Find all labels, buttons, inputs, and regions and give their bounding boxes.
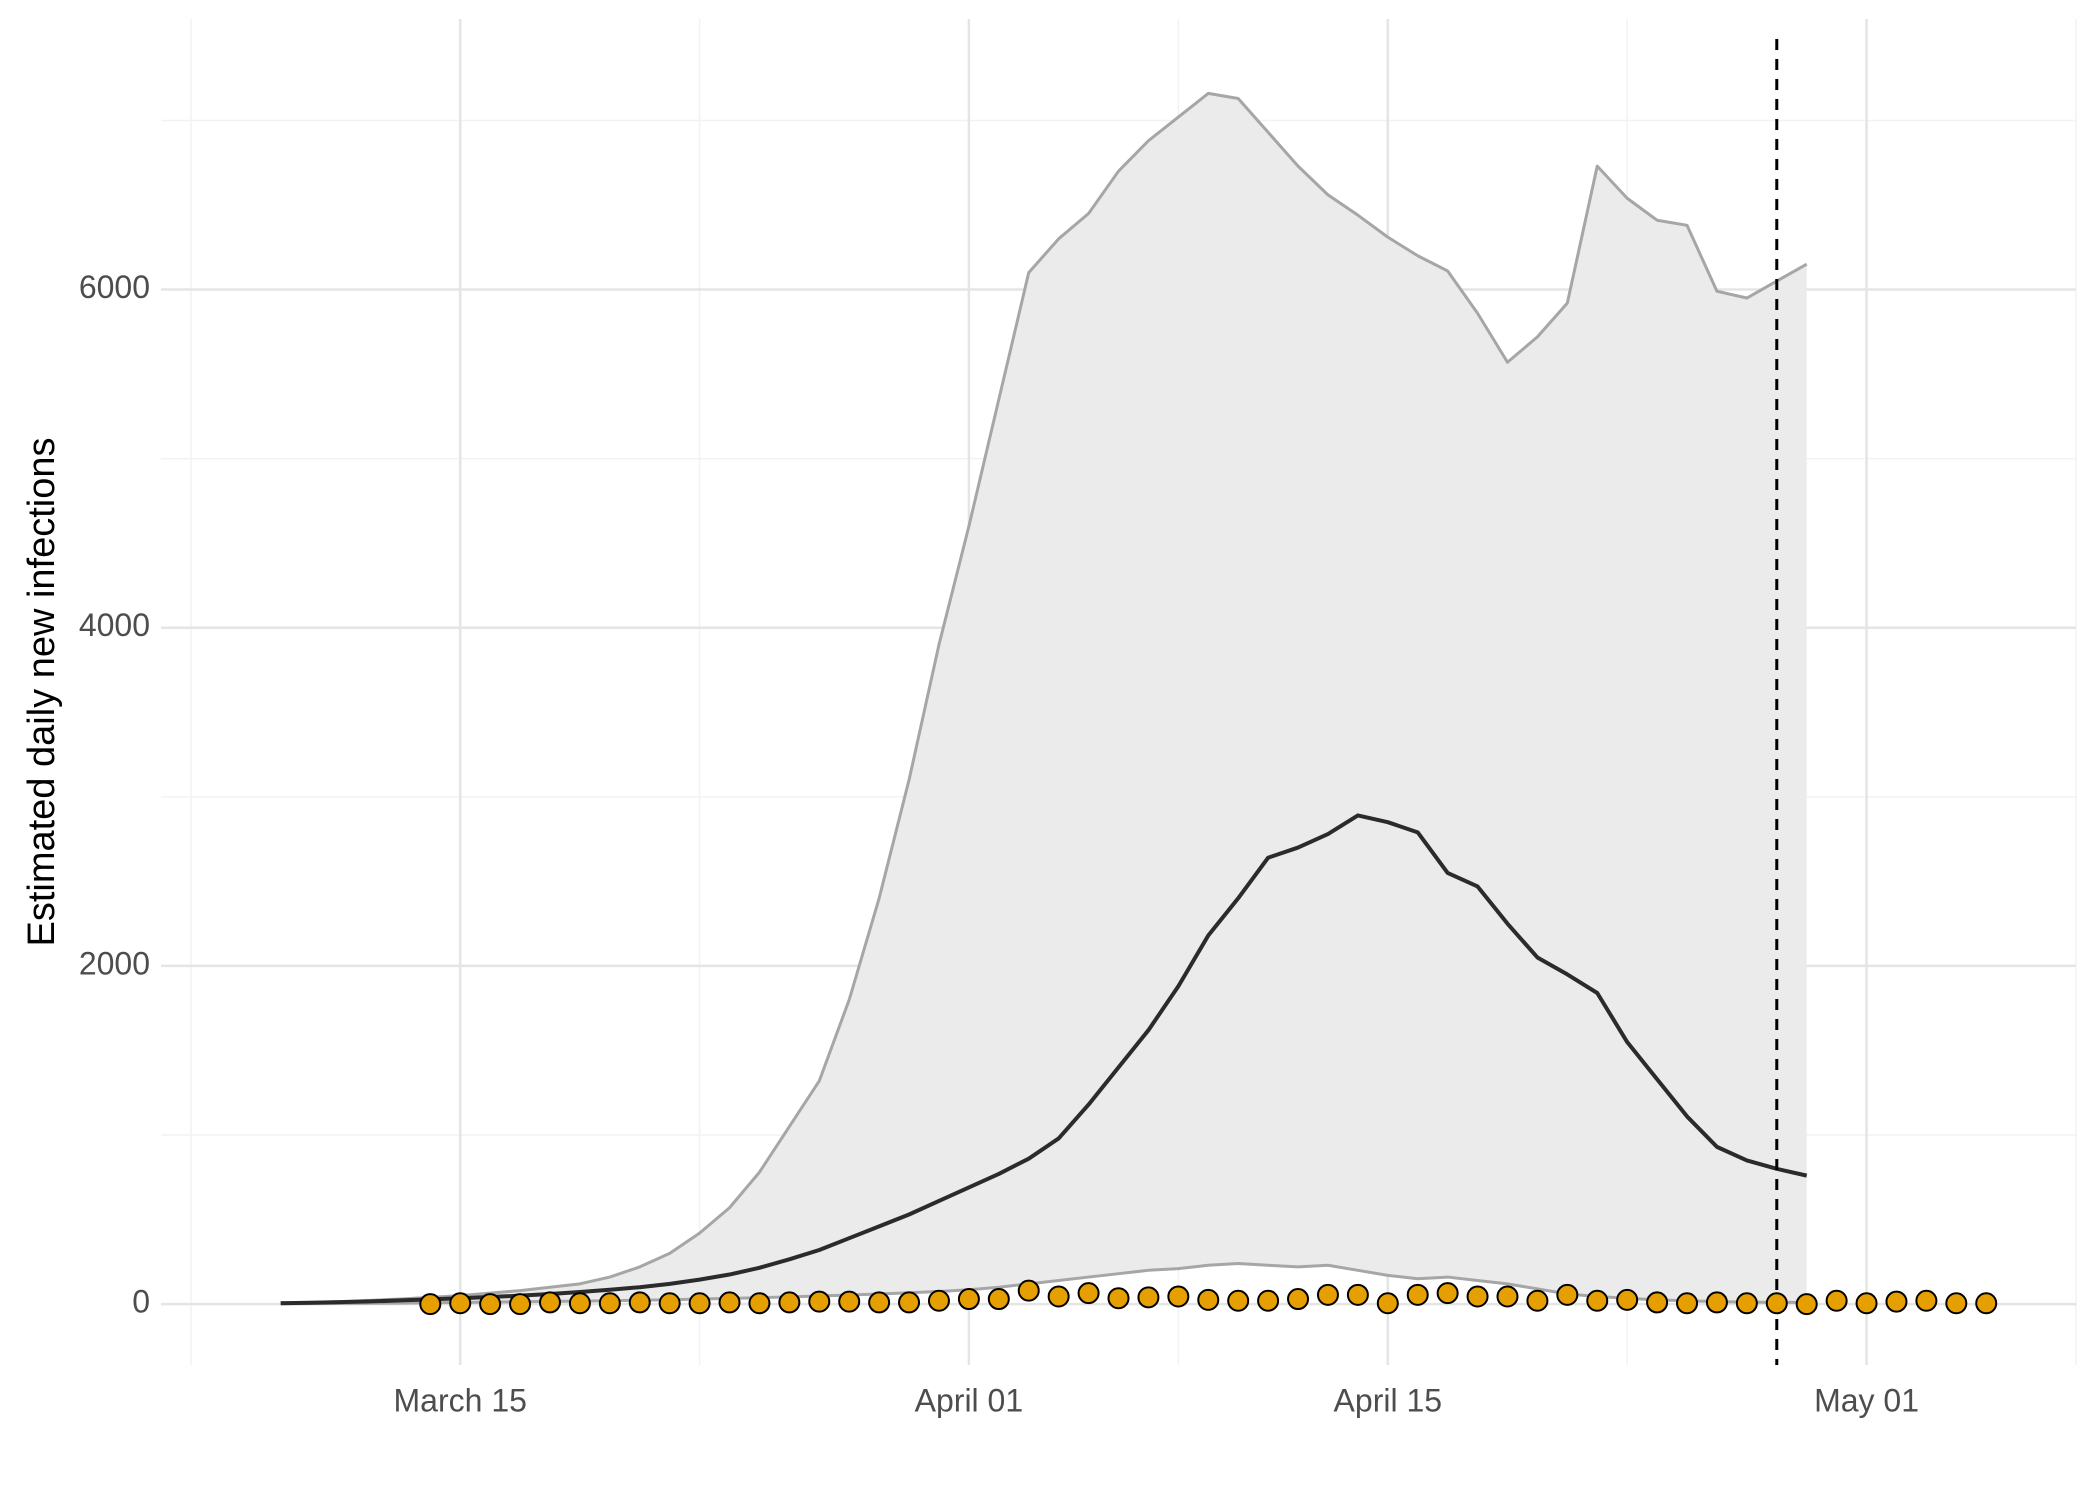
observed-point (1885, 1290, 1908, 1313)
observed-point (628, 1291, 651, 1314)
observed-point (658, 1292, 681, 1315)
observed-point (1346, 1283, 1369, 1306)
observed-point (1466, 1285, 1489, 1308)
y-tick-label: 4000 (79, 607, 150, 643)
observed-point (1017, 1279, 1040, 1302)
observed-point (1316, 1283, 1339, 1306)
observed-point (1735, 1292, 1758, 1315)
observed-point (778, 1291, 801, 1314)
observed-point (1646, 1291, 1669, 1314)
median-line (280, 813, 1808, 1306)
observed-point (1107, 1287, 1130, 1310)
observed-point (1287, 1288, 1310, 1311)
observed-point (1406, 1283, 1429, 1306)
observed-point (479, 1293, 502, 1316)
observed-point (1586, 1289, 1609, 1312)
observed-point (1975, 1292, 1998, 1315)
observed-point (1496, 1285, 1519, 1308)
observed-point (1825, 1289, 1848, 1312)
observed-point (957, 1288, 980, 1311)
observed-point (898, 1291, 921, 1314)
observed-point (1167, 1285, 1190, 1308)
observed-point (568, 1292, 591, 1315)
x-tick-label: March 15 (394, 1382, 527, 1418)
observed-point (1855, 1292, 1878, 1315)
observed-point (868, 1291, 891, 1314)
x-tick-label: April 01 (915, 1382, 1024, 1418)
observed-point (927, 1289, 950, 1312)
observed-point (1616, 1288, 1639, 1311)
bound-line (280, 91, 1808, 1305)
observed-point (1765, 1292, 1788, 1315)
observed-point (1047, 1285, 1070, 1308)
y-tick-label: 0 (132, 1284, 150, 1320)
observed-point (987, 1288, 1010, 1311)
observed-point (748, 1292, 771, 1315)
observed-point (1137, 1286, 1160, 1309)
observed-point (419, 1293, 442, 1316)
observed-point (598, 1292, 621, 1315)
observed-point (538, 1291, 561, 1314)
x-tick-label: April 15 (1334, 1382, 1443, 1418)
y-tick-label: 2000 (79, 945, 150, 981)
observed-point (1676, 1292, 1699, 1315)
observed-point (1705, 1291, 1728, 1314)
observed-point (1436, 1282, 1459, 1305)
observed-point (1915, 1289, 1938, 1312)
observed-point (718, 1291, 741, 1314)
observed-point (1795, 1293, 1818, 1316)
observed-point (1945, 1292, 1968, 1315)
observed-point (1197, 1288, 1220, 1311)
credible-band (280, 93, 1807, 1304)
observed-point (688, 1292, 711, 1315)
observed-point (808, 1290, 831, 1313)
observed-point (1257, 1289, 1280, 1312)
observed-point (1376, 1292, 1399, 1315)
observed-point (838, 1290, 861, 1313)
observed-point (1556, 1283, 1579, 1306)
observed-point (509, 1293, 532, 1316)
y-axis-title: Estimated daily new infections (21, 437, 63, 946)
bound-line (280, 1262, 1807, 1306)
observed-point (449, 1292, 472, 1315)
observed-point (1077, 1282, 1100, 1305)
x-tick-label: May 01 (1814, 1382, 1919, 1418)
observed-point (1227, 1289, 1250, 1312)
observed-point (1526, 1289, 1549, 1312)
y-tick-label: 6000 (79, 269, 150, 305)
